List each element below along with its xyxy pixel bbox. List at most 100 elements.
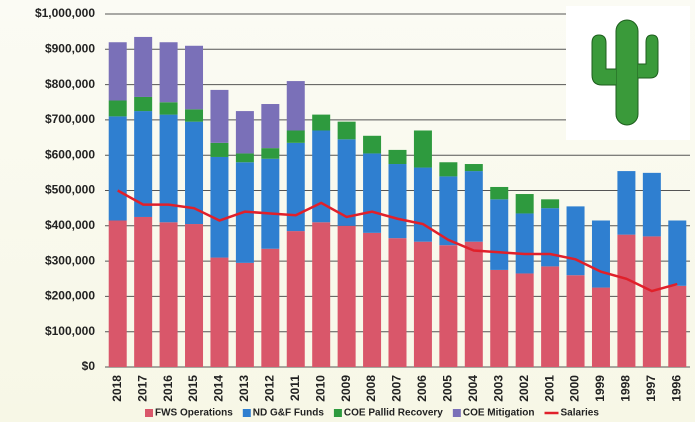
bar-segment [312,130,331,223]
bar-segment [210,142,229,157]
salaries-line [117,189,678,293]
y-tick-label: $300,000 [45,253,95,267]
bar-segment [388,164,407,239]
bar-segment [363,135,382,154]
bar-segment [108,100,127,117]
y-tick-label: $600,000 [45,147,95,161]
bar-segment [286,231,305,367]
bar-segment [108,42,127,101]
legend-label: ND G&F Funds [253,408,325,419]
x-tick-label: 2002 [517,375,531,402]
bar-segment [261,148,280,159]
x-tick-label: 2012 [262,375,276,402]
x-tick-label: 2000 [568,375,582,402]
bar-segment [286,142,305,232]
bar-segment [439,176,458,246]
x-tick-label: 2014 [212,375,226,402]
bar-segment [261,248,280,367]
x-tick-label: 2006 [415,375,429,402]
y-tick-label: $200,000 [45,289,95,303]
bar-segment [541,208,560,267]
legend-swatch [242,409,251,417]
bar-segment [413,130,432,168]
bar-segment [363,232,382,367]
x-tick-label: 1997 [644,375,658,402]
bar-segment [363,153,382,233]
x-tick-label: 2013 [237,375,251,402]
bar-segment [286,130,305,143]
legend-label: COE Mitigation [463,408,535,419]
bar-segment [210,156,229,258]
y-tick-label: $700,000 [45,112,95,126]
bar-segment [312,222,331,367]
bar-segment [337,139,356,226]
x-tick-label: 2003 [491,375,505,402]
bar-segment [159,42,178,103]
bar-segment [286,81,305,131]
bar-segment [668,285,687,367]
bar-segment [210,257,229,367]
legend-label: FWS Operations [155,408,233,419]
bar-segment [413,241,432,367]
bar-segment [261,158,280,249]
bar-segment [134,111,153,217]
bar-segment [591,287,610,367]
x-tick-label: 1996 [669,375,683,402]
bar-segment [464,241,483,367]
bar-segment [235,262,254,367]
y-tick-label: $800,000 [45,77,95,91]
y-tick-label: $400,000 [45,218,95,232]
bar-segment [541,199,560,209]
bar-segment [566,206,585,276]
bar-segment [312,114,331,131]
bar-segment [159,102,178,115]
bar-segment [642,236,661,367]
x-tick-label: 2017 [135,375,149,402]
x-tick-label: 2005 [441,375,455,402]
bar-segment [642,172,661,237]
x-tick-label: 2015 [186,375,200,402]
bar-segment [388,238,407,367]
bar-segment [617,234,636,367]
bar-segment [261,104,280,149]
bar-segment [108,220,127,367]
bar-segment [134,36,153,97]
bar-segment [515,213,534,274]
bar-segment [337,121,356,140]
y-tick-label: $1,000,000 [35,6,95,20]
bar-segment [591,220,610,288]
legend-label: Salaries [561,408,600,419]
bar-segment [464,164,483,172]
x-tick-label: 2011 [288,375,302,401]
x-tick-label: 2004 [466,375,480,402]
x-tick-label: 2008 [364,375,378,402]
bar-segment [464,171,483,242]
x-tick-label: 1998 [619,375,633,402]
x-tick-label: 2009 [339,375,353,402]
bar-segment [617,171,636,235]
bar-segment [185,109,204,122]
bar-segment [490,269,509,367]
legend-swatch [452,409,461,417]
bar-segment [134,96,153,112]
x-tick-label: 2007 [390,375,404,402]
cactus-picture [566,6,690,140]
legend-label: COE Pallid Recovery [344,408,443,419]
bar-segment [413,167,432,242]
bar-segment [668,220,687,286]
bar-segment [185,45,204,110]
x-tick-label: 1999 [593,375,607,402]
bar-segment [337,225,356,367]
bar-segment [490,186,509,200]
x-tick-label: 2001 [542,375,556,402]
x-tick-label: 2010 [313,375,327,402]
bar-segment [210,89,229,143]
bar-segment [515,273,534,367]
y-tick-label: $100,000 [45,324,95,338]
bar-segment [490,199,509,270]
bar-segment [388,149,407,165]
bar-segment [235,153,254,163]
bar-segment [108,116,127,221]
y-tick-label: $500,000 [45,183,95,197]
